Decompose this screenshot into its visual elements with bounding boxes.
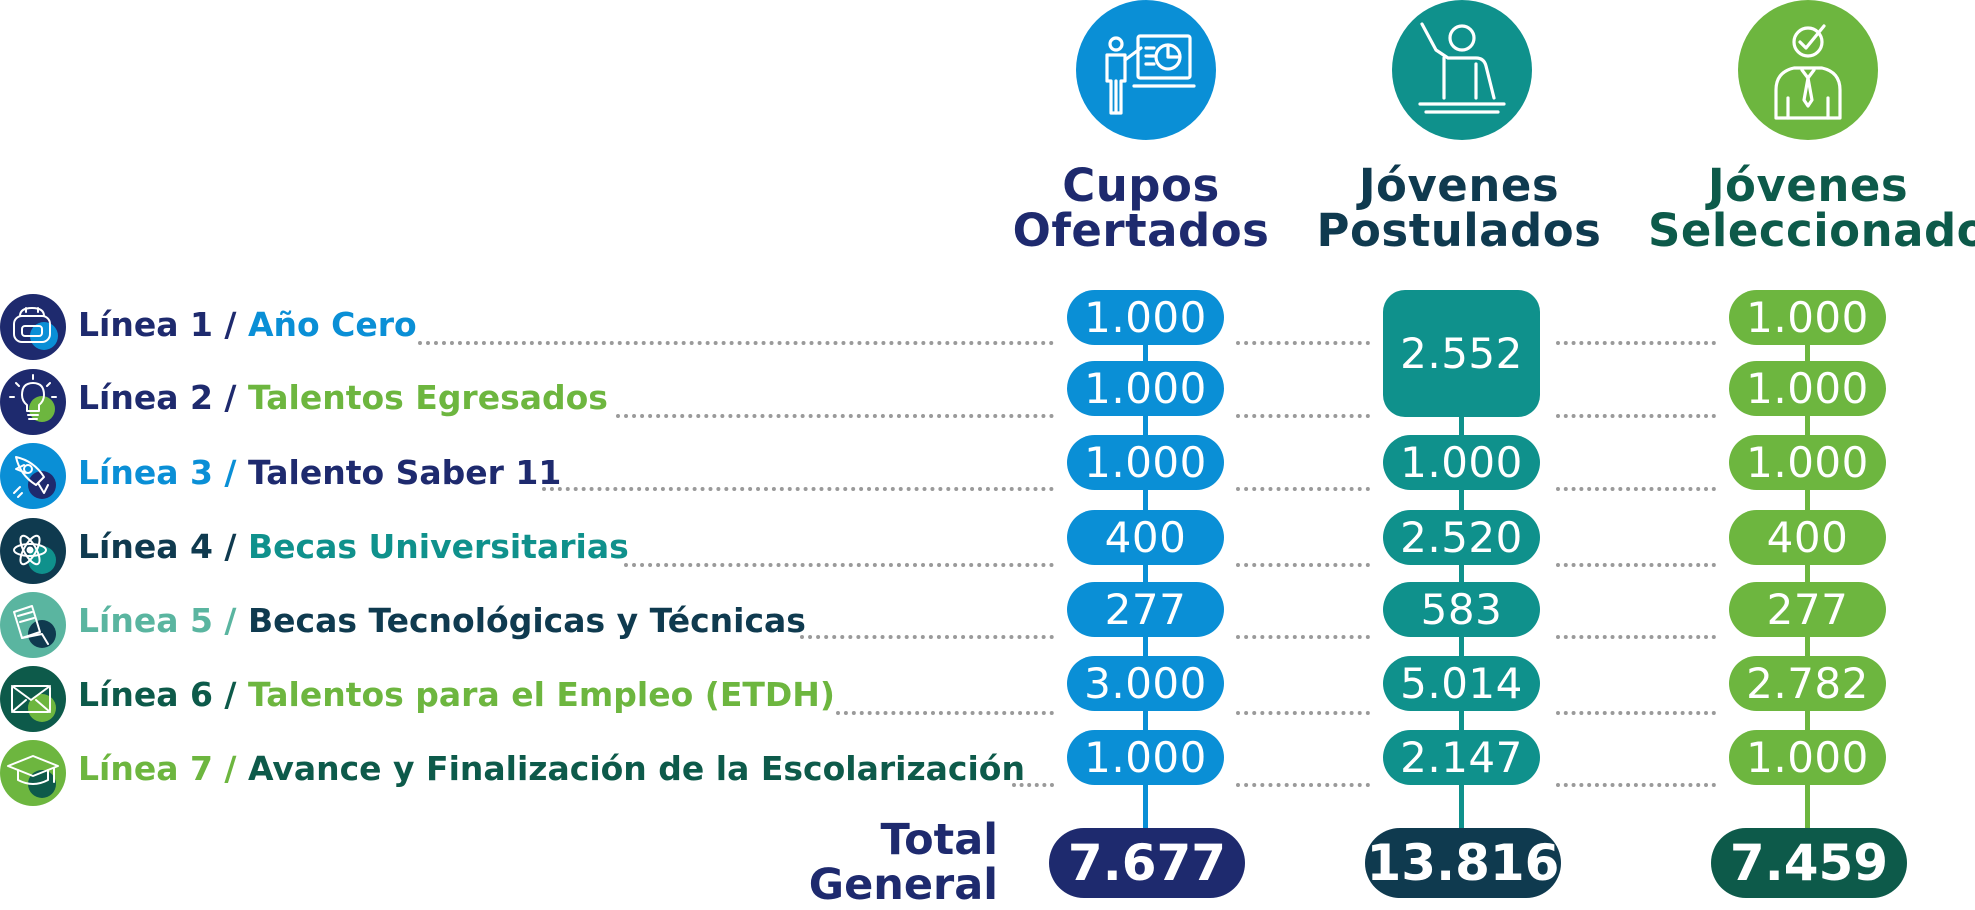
value-pill: 400 <box>1067 510 1224 565</box>
value-pill: 5.014 <box>1383 656 1540 711</box>
value-pill: 1.000 <box>1067 435 1224 490</box>
value-pill-merged: 2.552 <box>1383 290 1540 417</box>
dotted-leader <box>1236 563 1370 567</box>
column-title-jovenes-postulados: Jóvenes Postulados <box>1299 163 1619 253</box>
column-connector-line <box>1459 300 1464 840</box>
value-pill: 3.000 <box>1067 656 1224 711</box>
total-pill: 13.816 <box>1365 828 1561 898</box>
dotted-leader <box>1236 487 1370 491</box>
value-pill: 277 <box>1729 582 1886 637</box>
row-label-linea-4: Línea 4 / Becas Universitarias <box>78 527 629 567</box>
dotted-leader <box>1556 487 1716 491</box>
value-pill: 583 <box>1383 582 1540 637</box>
row-prefix: Línea 4 / <box>78 527 237 566</box>
value-pill: 1.000 <box>1729 730 1886 785</box>
value-pill: 1.000 <box>1067 290 1224 345</box>
row-prefix: Línea 6 / <box>78 675 237 714</box>
value-pill: 1.000 <box>1067 361 1224 416</box>
row-prefix: Línea 1 / <box>78 305 237 344</box>
row-label-linea-5: Línea 5 / Becas Tecnológicas y Técnicas <box>78 601 806 641</box>
books-icon <box>0 592 66 658</box>
column-title-jovenes-seleccionados: Jóvenes Seleccionados <box>1648 159 1975 257</box>
backpack-icon <box>0 294 66 360</box>
row-name: Becas Tecnológicas y Técnicas <box>247 601 806 640</box>
dotted-leader <box>1556 711 1716 715</box>
value-pill: 1.000 <box>1729 361 1886 416</box>
dotted-leader <box>1556 635 1716 639</box>
column-title-line1: Jóvenes <box>1707 159 1909 212</box>
dotted-leader <box>1236 711 1370 715</box>
total-general-label: Total General <box>780 818 998 908</box>
graduation-cap-icon <box>0 740 66 806</box>
dotted-leader <box>1556 783 1716 787</box>
row-prefix: Línea 2 / <box>78 378 237 417</box>
total-pill: 7.459 <box>1711 828 1907 898</box>
dotted-leader <box>1236 635 1370 639</box>
dotted-leader <box>1236 341 1370 345</box>
dotted-leader <box>800 635 1054 639</box>
column-title-line2: Seleccionados <box>1648 204 1975 257</box>
envelope-icon <box>0 666 66 732</box>
dotted-leader <box>542 487 1054 491</box>
value-pill: 2.147 <box>1383 730 1540 785</box>
dotted-leader <box>1236 414 1370 418</box>
value-pill: 400 <box>1729 510 1886 565</box>
presenter-chart-icon <box>1076 0 1216 140</box>
dotted-leader <box>1236 783 1370 787</box>
column-connector-line <box>1143 300 1148 840</box>
value-pill: 2.782 <box>1729 656 1886 711</box>
row-label-linea-1: Línea 1 / Año Cero <box>78 305 417 345</box>
column-connector-line <box>1805 300 1810 840</box>
dotted-leader <box>1556 414 1716 418</box>
atom-icon <box>0 518 66 584</box>
row-label-linea-7: Línea 7 / Avance y Finalización de la Es… <box>78 749 1025 789</box>
raised-hand-person-icon <box>1392 0 1532 140</box>
value-pill: 2.520 <box>1383 510 1540 565</box>
dotted-leader <box>1556 341 1716 345</box>
row-prefix: Línea 5 / <box>78 601 237 640</box>
column-title-line1: Jóvenes <box>1358 159 1560 212</box>
row-label-linea-3: Línea 3 / Talento Saber 11 <box>78 453 561 493</box>
row-name: Becas Universitarias <box>247 527 629 566</box>
lightbulb-icon <box>0 369 66 435</box>
dotted-leader <box>836 711 1054 715</box>
rocket-icon <box>0 443 66 509</box>
row-name: Año Cero <box>247 305 417 344</box>
column-title-line2: Postulados <box>1316 204 1602 257</box>
selected-person-check-icon <box>1738 0 1878 140</box>
row-prefix: Línea 7 / <box>78 749 237 788</box>
row-name: Talento Saber 11 <box>247 453 562 492</box>
row-label-linea-2: Línea 2 / Talentos Egresados <box>78 378 608 418</box>
dotted-leader <box>624 563 1054 567</box>
value-pill: 1.000 <box>1067 730 1224 785</box>
row-name: Talentos para el Empleo (ETDH) <box>247 675 836 714</box>
column-title-line2: Ofertados <box>1012 204 1270 257</box>
row-name: Avance y Finalización de la Escolarizaci… <box>247 749 1025 788</box>
total-label-line2: General <box>808 860 998 910</box>
dotted-leader <box>418 341 1054 345</box>
dotted-leader <box>1556 563 1716 567</box>
total-label-line1: Total <box>880 815 998 865</box>
row-label-linea-6: Línea 6 / Talentos para el Empleo (ETDH) <box>78 675 835 715</box>
dotted-leader <box>1012 783 1054 787</box>
value-pill: 1.000 <box>1383 435 1540 490</box>
dotted-leader <box>616 414 1054 418</box>
column-title-cupos-ofertados: Cupos Ofertados <box>981 163 1301 253</box>
value-pill: 277 <box>1067 582 1224 637</box>
value-pill: 1.000 <box>1729 435 1886 490</box>
column-title-line1: Cupos <box>1062 159 1220 212</box>
total-pill: 7.677 <box>1049 828 1245 898</box>
value-pill: 1.000 <box>1729 290 1886 345</box>
row-name: Talentos Egresados <box>247 378 608 417</box>
row-prefix: Línea 3 / <box>78 453 237 492</box>
